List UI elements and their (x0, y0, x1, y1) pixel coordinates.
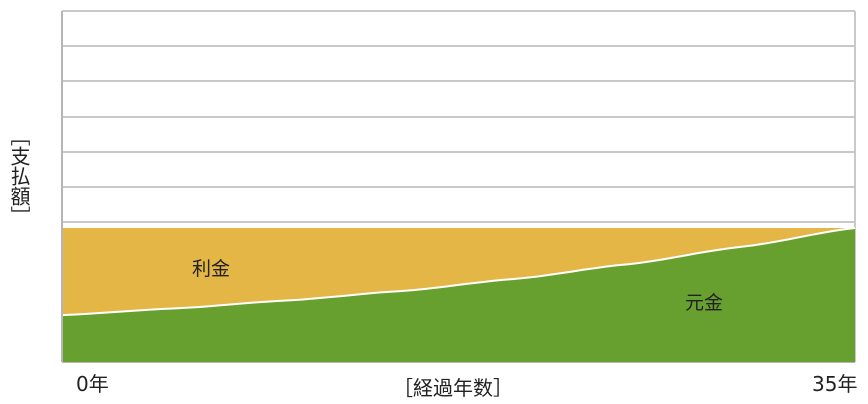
y-axis-label: ［支払額］ (7, 126, 31, 226)
x-tick-label-start: 0年 (76, 372, 109, 396)
series-label-principal: 元金 (685, 292, 724, 314)
area-interest (62, 228, 855, 316)
area-principal (62, 228, 855, 362)
series-label-interest: 利金 (192, 258, 231, 280)
x-tick-label-end: 35年 (812, 372, 858, 396)
principal-boundary-line (61, 227, 856, 317)
x-axis-label: ［経過年数］ (393, 376, 513, 400)
